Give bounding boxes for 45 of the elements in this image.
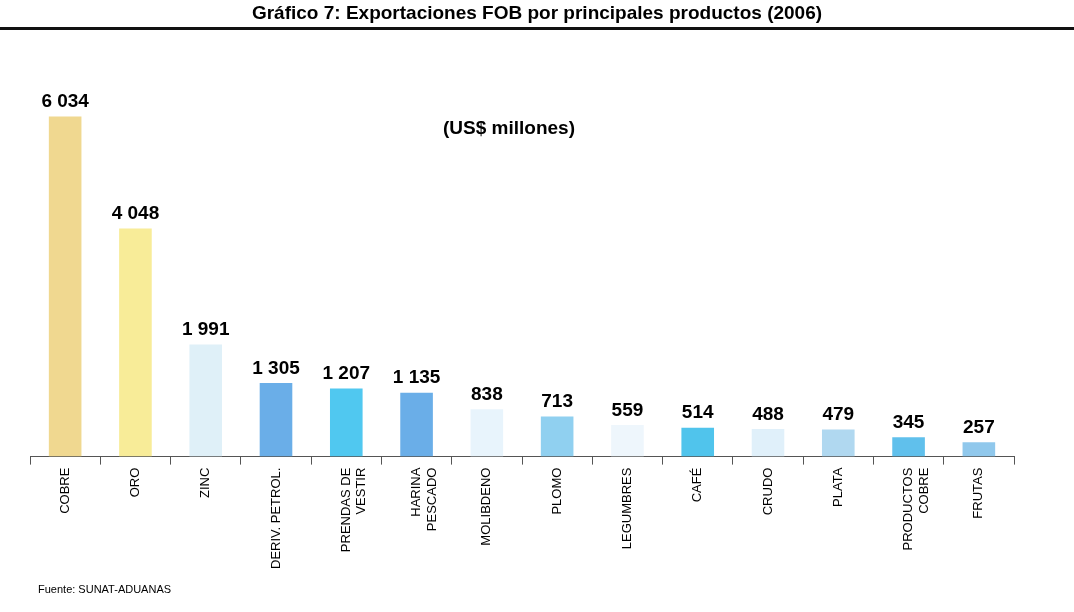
x-tick-label: CRUDO [759, 467, 775, 516]
x-tick-label: MOLIBDENO [478, 467, 494, 546]
bar [189, 344, 223, 457]
x-tick-label: PLOMO [548, 467, 564, 515]
bar [962, 442, 996, 457]
x-tick-label: LEGUMBRES [619, 467, 635, 550]
x-tick-label: PRODUCTOS COBRE [900, 467, 931, 551]
bar [470, 409, 504, 457]
bar [259, 383, 293, 457]
bar [751, 429, 785, 457]
bar [611, 425, 644, 457]
data-label: 514 [681, 401, 714, 423]
data-label: 713 [541, 390, 573, 412]
bar [681, 427, 715, 457]
data-label: 479 [822, 403, 855, 425]
chart-title: Gráfico 7: Exportaciones FOB por principales productos (2006) [0, 2, 1074, 30]
source-note: Fuente: SUNAT-ADUANAS [38, 583, 172, 595]
data-label: 4 048 [111, 202, 160, 224]
bar [400, 392, 433, 457]
data-label: 559 [611, 398, 644, 420]
data-label: 345 [892, 410, 925, 432]
bar [540, 416, 574, 457]
data-label: 488 [752, 402, 784, 424]
x-tick-label: ORO [127, 467, 143, 498]
data-label: 6 034 [41, 90, 90, 112]
bar [48, 116, 82, 457]
data-label: 838 [471, 383, 503, 405]
bar [329, 388, 363, 457]
data-label: 1 991 [181, 318, 230, 340]
bar [119, 228, 152, 457]
x-tick-label: FRUTAS [970, 467, 986, 519]
x-tick-label: COBRE [56, 467, 72, 514]
x-tick-label: PLATA [829, 467, 845, 507]
data-label: 1 135 [392, 366, 441, 388]
x-tick-label: DERIV. PETROL. [267, 467, 283, 570]
x-tick-label: HARINA PESCADO [408, 467, 439, 532]
data-label: 1 207 [322, 362, 371, 384]
data-label: 1 305 [252, 356, 301, 378]
x-tick-label: ZINC [197, 467, 213, 498]
bar [892, 437, 925, 457]
annotation: (US$ millones) [442, 116, 576, 140]
bar [821, 429, 855, 457]
x-tick-label: CAFÉ [689, 467, 705, 503]
data-label: 257 [963, 415, 995, 437]
x-tick-label: PRENDAS DE VESTIR [337, 467, 369, 553]
